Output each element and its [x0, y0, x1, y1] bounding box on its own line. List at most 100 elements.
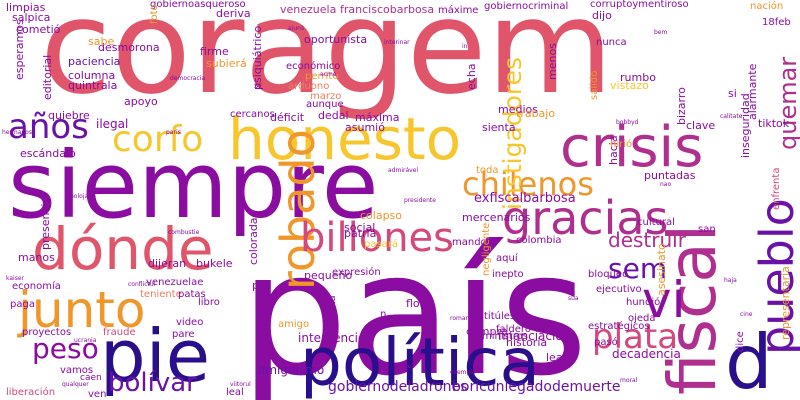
cloud-word-honesto: honesto	[228, 105, 462, 173]
cloud-word-si: si	[728, 87, 737, 100]
cloud-word-viitorul: viitorul	[230, 381, 251, 388]
cloud-word-salido: salido	[589, 70, 600, 100]
cloud-word-nunca: nunca	[596, 37, 627, 48]
cloud-word-robado: robado	[271, 129, 325, 290]
cloud-word-ilegal: ilegal	[96, 117, 129, 131]
cloud-word-maxime: máxime	[438, 5, 479, 16]
cloud-word-trabajo: trabajo	[516, 107, 556, 120]
cloud-word-bem: bem	[654, 29, 668, 36]
cloud-word-sienta: sienta	[482, 121, 516, 134]
cloud-word-puntadas: puntadas	[644, 169, 696, 182]
cloud-word-negligente: negligente	[481, 222, 492, 276]
cloud-word-completa: completa	[327, 295, 338, 342]
cloud-word-vamos: vamos	[60, 365, 94, 376]
cloud-word-democracia: democracia	[170, 75, 206, 82]
cloud-word-colapso: colapso	[360, 209, 403, 222]
cloud-word-haja: haja	[724, 277, 737, 284]
cloud-word-nacion: nación	[750, 1, 784, 12]
cloud-word-romani: romani	[450, 315, 471, 322]
cloud-word-18feb: 18feb	[762, 17, 791, 28]
cloud-word-bolivar: bolívar	[108, 368, 197, 398]
cloud-word-hirio: hirió	[610, 139, 633, 150]
cloud-word-sabe: sabe	[88, 35, 115, 48]
cloud-word-inseguridad: inseguridad	[739, 93, 752, 158]
cloud-word-crisis: crisis	[560, 115, 704, 180]
cloud-word-cultural: cultural	[637, 217, 675, 228]
cloud-word-pequeno: pequeño	[304, 269, 353, 282]
cloud-word-patas: patas	[178, 289, 206, 300]
cloud-word-exfiscalbarbosa: exfiscalbarbosa	[474, 191, 576, 206]
cloud-word-calitate: calitate	[720, 113, 743, 120]
cloud-word-colombia: colombia	[516, 235, 562, 246]
cloud-word-flor: flor	[406, 297, 425, 310]
cloud-word-libro: libro	[198, 297, 220, 308]
cloud-word-paciencia: paciencia	[68, 55, 121, 68]
cloud-word-historia: historia	[506, 336, 548, 349]
cloud-word-corfo: corfo	[112, 119, 204, 160]
cloud-word-ven: ven	[88, 389, 107, 400]
cloud-word-bukele: bukele	[196, 257, 233, 270]
cloud-word-gobiernodeladrones: gobiernodeladrones	[328, 379, 468, 395]
cloud-word-siempre: siempre	[8, 132, 379, 239]
cloud-word-oportunista: oportunista	[304, 33, 368, 46]
cloud-word-moral: moral	[620, 377, 638, 384]
cloud-word-hermanos: hermanos	[2, 129, 32, 136]
cloud-word-liberacion: liberación	[6, 387, 56, 398]
cloud-word-plata: plata	[592, 317, 679, 357]
cloud-word-patria: patria	[344, 227, 377, 240]
cloud-word-salpica: salpica	[12, 11, 51, 24]
cloud-word-nao: nao	[660, 181, 672, 188]
cloud-word-asumio: asumió	[345, 121, 385, 134]
cloud-word-quiebre: quiebre	[48, 109, 90, 122]
cloud-word-d: d	[725, 318, 773, 400]
cloud-word-boricunlegadodemuerte: boricunlegadodemuerte	[452, 379, 621, 395]
cloud-word-limpias: limpias	[6, 1, 46, 14]
cloud-word-mandos: mandos	[452, 237, 492, 248]
cloud-word-gracias: gracias	[502, 191, 669, 245]
cloud-word-proyectos: proyectos	[22, 327, 72, 338]
cloud-word-billones: billones	[300, 215, 455, 261]
cloud-word-sr: sr	[254, 81, 262, 90]
cloud-word-fraude: fraude	[103, 327, 136, 338]
cloud-word-foto: foto	[149, 4, 160, 24]
cloud-word-ojeda: ojeda	[628, 313, 656, 324]
cloud-word-conflictul: conflictul	[128, 281, 156, 288]
cloud-word-titulese: titúlese	[484, 311, 522, 322]
cloud-word-columna: columna	[68, 69, 116, 82]
cloud-word-economico: económico	[286, 61, 341, 72]
cloud-word-paso: pasó	[594, 337, 618, 348]
cloud-word-politica: política	[300, 324, 540, 400]
cloud-word-mercenarios: mercenarios	[462, 211, 531, 224]
cloud-word-lea: lea	[546, 351, 563, 364]
cloud-word-firme: firme	[200, 45, 229, 58]
cloud-word-estrategicos: estratégicos	[588, 321, 650, 332]
cloud-word-toda: toda	[476, 165, 499, 176]
cloud-word-cercanos: cercanos	[230, 109, 275, 120]
cloud-word-novia: novia	[406, 317, 434, 328]
cloud-word-chilenos: chilenos	[462, 165, 594, 203]
cloud-word-dijo: dijo	[592, 9, 612, 22]
cloud-word-maxima: máxima	[355, 111, 400, 124]
cloud-word-asesinato: asesinato	[655, 243, 668, 296]
cloud-word-colorada: colorada	[247, 217, 260, 265]
cloud-word-cometio: cometió	[16, 23, 61, 36]
cloud-word-hundio: hundió	[626, 297, 661, 308]
cloud-word-combustie: combustie	[168, 229, 200, 236]
cloud-word-representaria: representaría	[779, 266, 792, 340]
cloud-word-n: n	[380, 309, 387, 320]
cloud-word-presencia: presencia	[39, 196, 52, 250]
cloud-word-pasara: pasará	[364, 239, 399, 250]
cloud-word-economia: economía	[12, 281, 61, 292]
cloud-word-menos: menos	[546, 43, 559, 80]
cloud-word-pte: pte	[252, 279, 271, 292]
cloud-word-venezuelae: venezuelae	[146, 277, 204, 288]
cloud-word-subiera: subierá	[206, 57, 247, 70]
cloud-word-gobiernocriminal: gobiernocriminal	[484, 1, 569, 12]
cloud-word-video: video	[176, 317, 204, 328]
cloud-word-exemplo: exemplo	[450, 369, 476, 376]
cloud-word-in: in	[462, 43, 468, 50]
cloud-word-anos: años	[8, 107, 89, 147]
cloud-word-ajuns: ajuns	[288, 25, 305, 32]
cloud-word-pare: pare	[172, 329, 195, 340]
